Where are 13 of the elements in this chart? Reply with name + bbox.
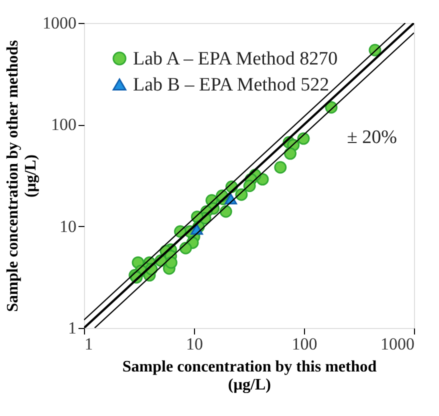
x-tick-label: 1 [84,334,93,354]
x-axis-title: Sample concentration by this method (µg/L) [122,358,377,394]
y-tick-label: 10 [60,216,76,236]
y-axis-title: Sample concentration by other methods (µg/L) [4,40,40,312]
legend-label: Lab B – EPA Method 522 [133,74,330,96]
legend-label: Lab A – EPA Method 8270 [133,48,338,70]
annotation: ± 20% [346,127,398,148]
x-tick-label: 100 [292,334,318,354]
y-tick-label: 1000 [42,14,76,32]
y-tick-label: 100 [51,115,76,134]
x-tick-label: 1000 [380,334,414,354]
x-tick-label: 10 [186,334,203,354]
y-tick-label: 1 [68,318,76,338]
